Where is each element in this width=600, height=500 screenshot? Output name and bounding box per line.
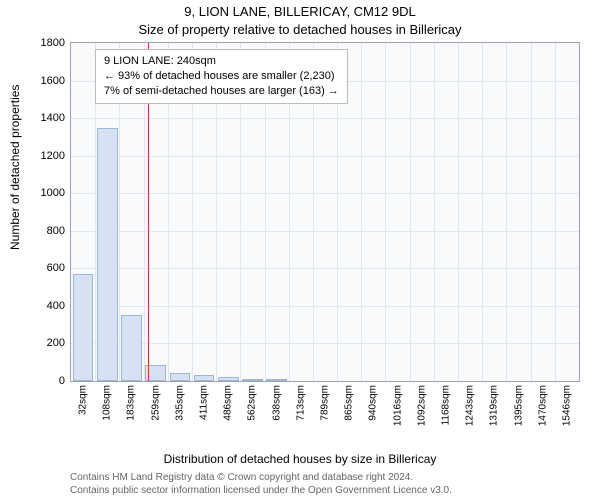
gridline-v [361, 43, 362, 381]
info-line-2: ← 93% of detached houses are smaller (2,… [104, 69, 339, 84]
x-tick: 411sqm [199, 385, 210, 420]
bar [266, 379, 287, 381]
info-line-1: 9 LION LANE: 240sqm [104, 54, 339, 69]
x-tick: 335sqm [174, 385, 185, 421]
page-subtitle: Size of property relative to detached ho… [0, 22, 600, 37]
y-tick: 400 [47, 300, 65, 312]
x-tick: 1243sqm [465, 385, 476, 426]
bar [194, 375, 215, 381]
credits: Contains HM Land Registry data © Crown c… [70, 471, 452, 497]
y-tick: 1400 [41, 112, 65, 124]
y-tick: 800 [47, 225, 65, 237]
bar [121, 315, 142, 381]
x-tick: 638sqm [271, 385, 282, 421]
y-tick: 200 [47, 337, 65, 349]
x-tick: 940sqm [368, 385, 379, 421]
x-tick: 1546sqm [561, 385, 572, 426]
info-line-3: 7% of semi-detached houses are larger (1… [104, 84, 339, 99]
gridline-v [506, 43, 507, 381]
gridline-v [410, 43, 411, 381]
y-tick: 1600 [41, 75, 65, 87]
y-tick: 600 [47, 262, 65, 274]
credits-line-1: Contains HM Land Registry data © Crown c… [70, 471, 452, 484]
y-tick: 1000 [41, 187, 65, 199]
x-tick: 1470sqm [537, 385, 548, 426]
x-tick: 1395sqm [513, 385, 524, 426]
gridline-v [434, 43, 435, 381]
y-tick: 1800 [41, 37, 65, 49]
x-axis-label: Distribution of detached houses by size … [0, 452, 600, 466]
x-tick: 865sqm [344, 385, 355, 421]
bar [97, 128, 118, 382]
bar [170, 373, 191, 381]
page-title: 9, LION LANE, BILLERICAY, CM12 9DL [0, 4, 600, 19]
bar [73, 274, 94, 381]
chart-container: 9, LION LANE, BILLERICAY, CM12 9DL Size … [0, 0, 600, 500]
bar [242, 379, 263, 381]
gridline-v [531, 43, 532, 381]
x-tick: 32sqm [78, 385, 89, 415]
plot-area: 02004006008001000120014001600180032sqm10… [70, 42, 580, 382]
x-tick: 108sqm [102, 385, 113, 421]
x-tick: 1168sqm [440, 385, 451, 425]
x-tick: 486sqm [223, 385, 234, 421]
x-tick: 183sqm [126, 385, 137, 421]
gridline-v [458, 43, 459, 381]
bar [218, 377, 239, 381]
x-tick: 1319sqm [489, 385, 500, 426]
gridline-v [385, 43, 386, 381]
y-tick: 1200 [41, 150, 65, 162]
credits-line-2: Contains public sector information licen… [70, 484, 452, 497]
x-tick: 259sqm [150, 385, 161, 421]
x-tick: 562sqm [247, 385, 258, 421]
x-tick: 1092sqm [416, 385, 427, 426]
x-tick: 789sqm [320, 385, 331, 421]
x-tick: 713sqm [295, 385, 306, 421]
y-tick: 0 [59, 375, 65, 387]
x-tick: 1016sqm [392, 385, 403, 426]
info-box: 9 LION LANE: 240sqm ← 93% of detached ho… [95, 49, 348, 104]
gridline-v [555, 43, 556, 381]
y-axis-label: Number of detached properties [8, 85, 22, 250]
gridline-v [482, 43, 483, 381]
